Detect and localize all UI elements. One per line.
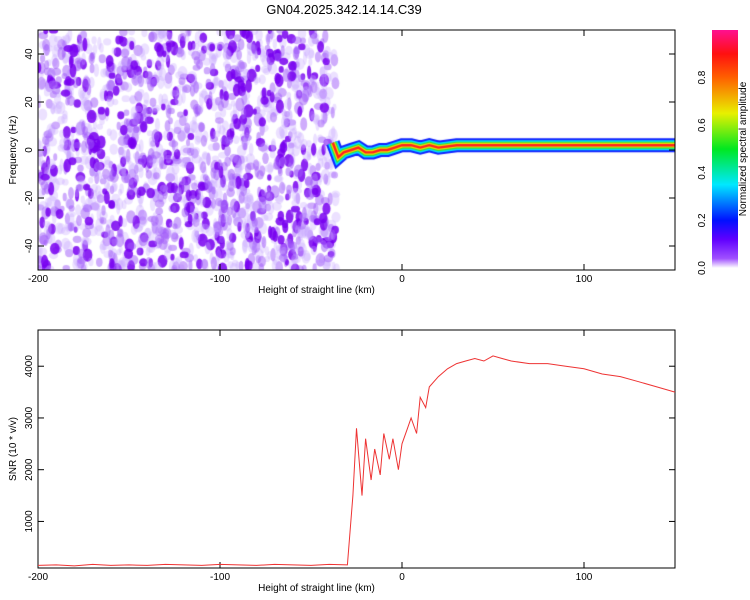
colorbar-tick-label: 0.8 xyxy=(697,70,708,84)
colorbar-tick-label: 0.2 xyxy=(697,213,708,227)
x-tick-label: 100 xyxy=(576,274,593,285)
y-tick-label: -40 xyxy=(24,238,35,253)
y-tick-label: 20 xyxy=(24,96,35,108)
x-tick-label: 0 xyxy=(399,274,405,285)
x-tick-label: 0 xyxy=(399,572,405,583)
y-tick-label: 4000 xyxy=(24,355,35,378)
snr-series-line xyxy=(37,355,676,567)
y-tick-label: 1000 xyxy=(24,510,35,533)
colorbar-label: Normalized spectral amplitude xyxy=(738,81,749,216)
colorbar xyxy=(712,30,738,268)
x-tick-label: -200 xyxy=(28,274,48,285)
y-tick-label: 40 xyxy=(24,48,35,60)
x-tick-label: -200 xyxy=(28,572,48,583)
x-tick-label: 100 xyxy=(576,572,593,583)
y-tick-label: 3000 xyxy=(24,406,35,429)
plot-frame xyxy=(37,329,676,569)
y-tick-label: 0 xyxy=(24,147,35,153)
x-axis-label: Height of straight line (km) xyxy=(258,583,375,594)
y-tick-label: -20 xyxy=(24,190,35,205)
y-tick-label: 2000 xyxy=(24,458,35,481)
y-axis-label: SNR (10 * v/v) xyxy=(8,417,19,481)
y-axis-label: Frequency (Hz) xyxy=(8,116,19,185)
x-tick-label: -100 xyxy=(210,274,230,285)
colorbar-tick-label: 0.4 xyxy=(697,165,708,179)
spectrogram-heatmap xyxy=(38,30,675,270)
x-axis-label: Height of straight line (km) xyxy=(258,285,375,296)
chart-title: GN04.2025.342.14.14.C39 xyxy=(266,2,421,17)
colorbar-tick-label: 0.0 xyxy=(697,261,708,275)
colorbar-tick-label: 0.6 xyxy=(697,118,708,132)
x-tick-label: -100 xyxy=(210,572,230,583)
